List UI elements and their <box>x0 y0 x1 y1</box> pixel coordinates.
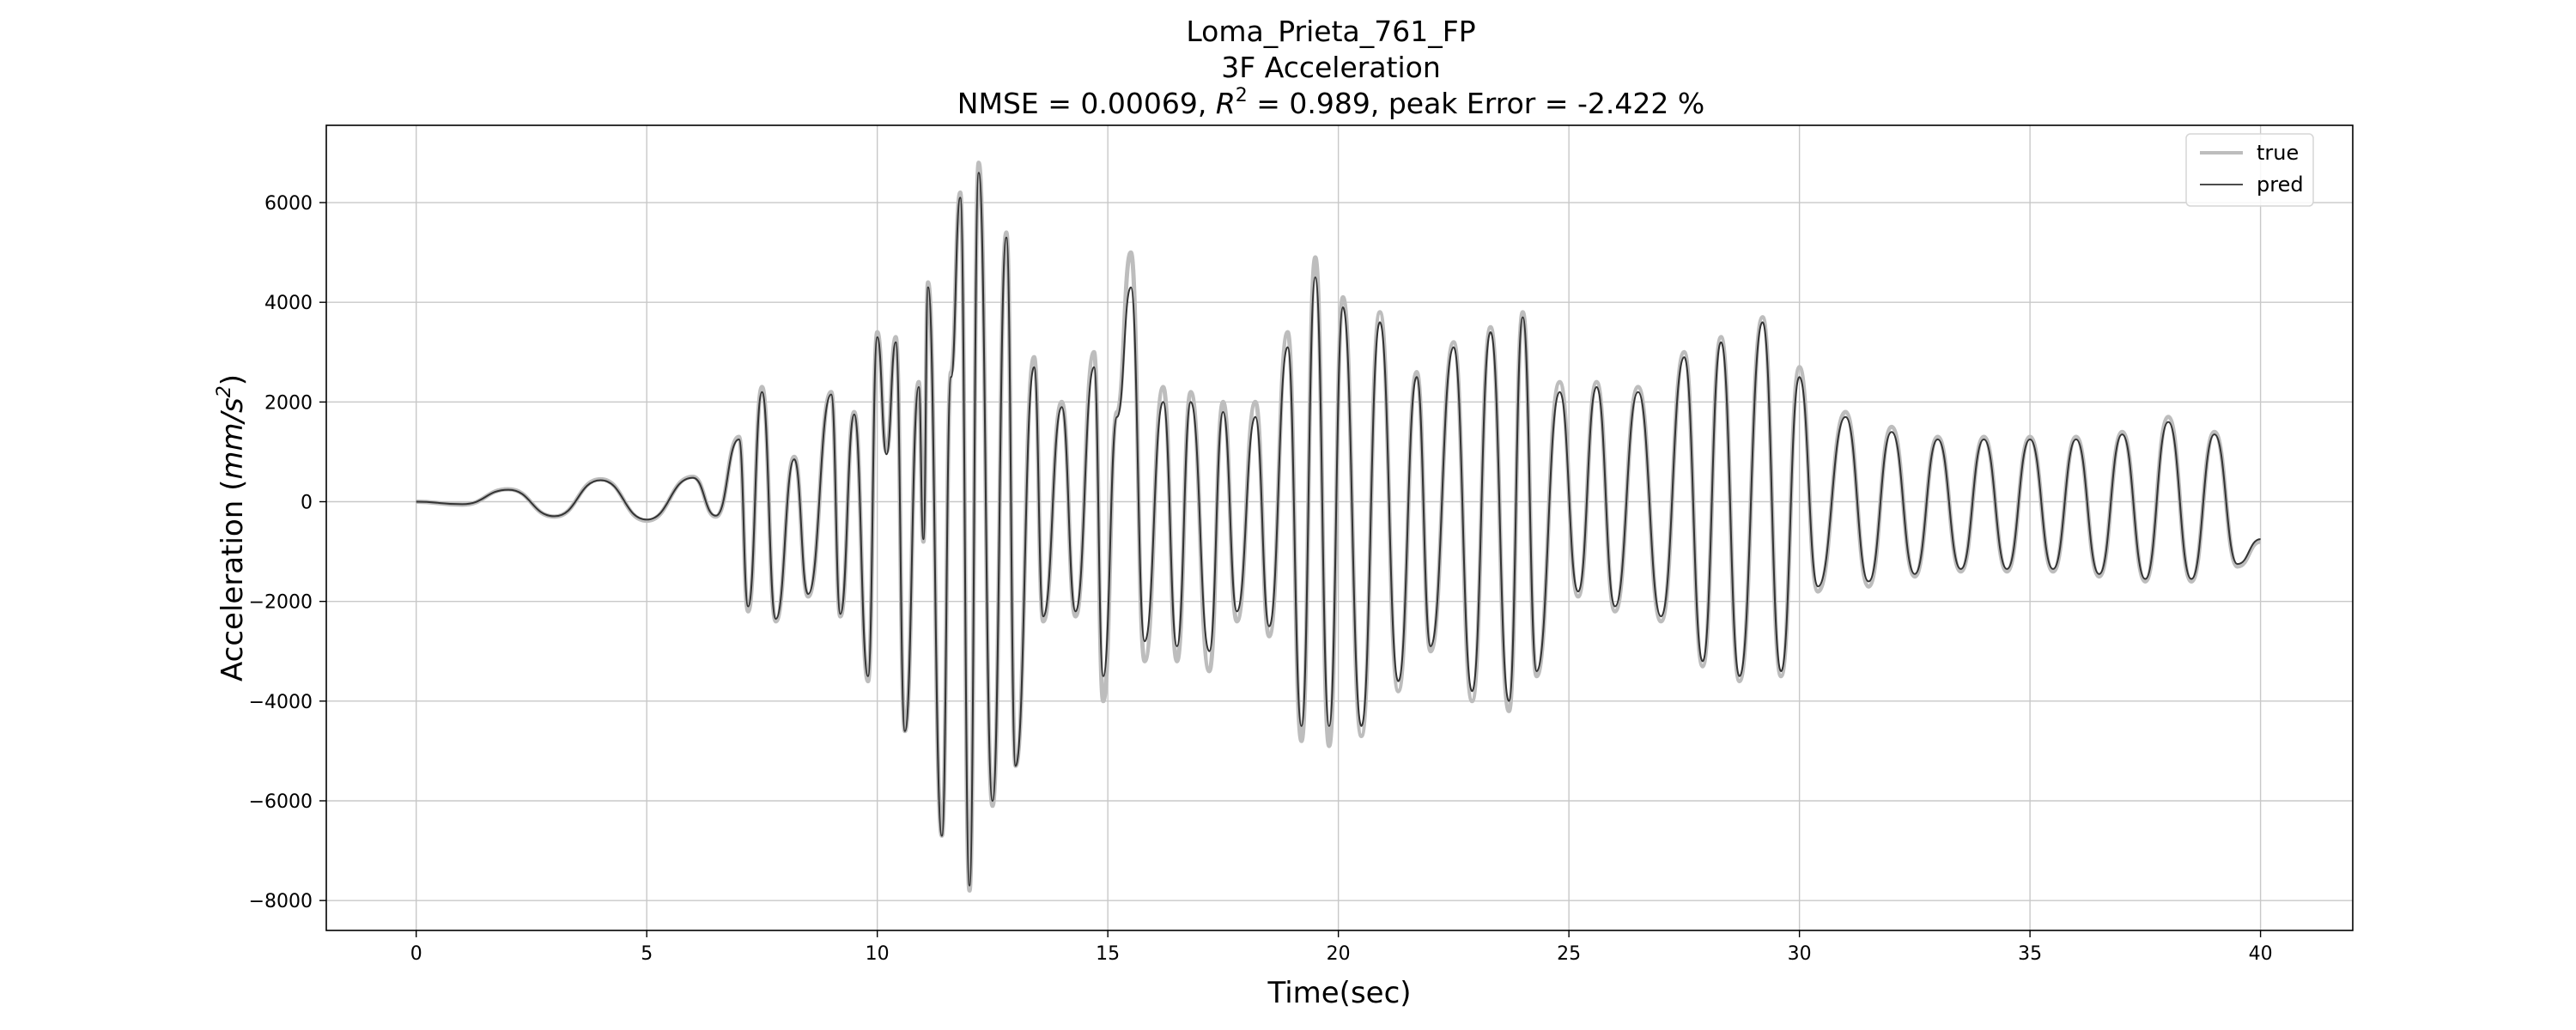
y-tick-label: −2000 <box>249 592 313 614</box>
ylabel-suffix: ) <box>216 374 250 385</box>
metrics-prefix: NMSE = 0.00069, <box>957 87 1216 120</box>
series-line-pred <box>416 172 2261 887</box>
ylabel-unit-exp: 2 <box>214 385 235 397</box>
chart-metrics: NMSE = 0.00069, R2 = 0.989, peak Error =… <box>957 85 1704 120</box>
x-tick-label: 10 <box>866 943 890 965</box>
x-tick-label: 0 <box>410 943 422 965</box>
x-tick-label: 5 <box>641 943 653 965</box>
y-tick-label: −8000 <box>249 891 313 912</box>
y-axis-label: Acceleration (mm/s2) <box>214 374 250 682</box>
x-tick-label: 15 <box>1096 943 1120 965</box>
x-tick-label: 30 <box>1788 943 1812 965</box>
y-tick-label: −4000 <box>249 692 313 713</box>
ylabel-prefix: Acceleration ( <box>216 480 250 682</box>
y-tick-label: −6000 <box>249 791 313 813</box>
y-tick-label: 2000 <box>264 392 313 414</box>
legend-label-pred: pred <box>2257 173 2304 197</box>
x-tick-label: 35 <box>2018 943 2042 965</box>
legend-label-true: true <box>2257 141 2299 165</box>
metrics-r-symbol: R <box>1216 87 1236 120</box>
legend: true pred <box>2185 133 2314 207</box>
ylabel-unit: mm/s <box>216 397 250 479</box>
series-layer <box>416 161 2262 893</box>
metrics-suffix: = 0.989, peak Error = -2.422 % <box>1248 87 1704 120</box>
metrics-r-exponent: 2 <box>1236 85 1248 106</box>
x-tick-label: 20 <box>1327 943 1351 965</box>
plot-frame <box>325 124 2354 931</box>
y-tick-label: 4000 <box>264 293 313 314</box>
x-tick-label: 40 <box>2249 943 2273 965</box>
grid <box>326 125 2353 930</box>
ticks: 0 5 10 15 20 25 30 35 40 −8000 −6000 −4000 −2000 0 200… <box>249 193 2273 965</box>
chart-subtitle: 3F Acceleration <box>1221 51 1441 84</box>
x-tick-label: 25 <box>1557 943 1581 965</box>
chart-title: Loma_Prieta_761_FP <box>1186 15 1475 48</box>
y-tick-label: 0 <box>301 493 313 514</box>
y-tick-label: 6000 <box>264 193 313 215</box>
x-axis-label: Time(sec) <box>1267 976 1411 1010</box>
